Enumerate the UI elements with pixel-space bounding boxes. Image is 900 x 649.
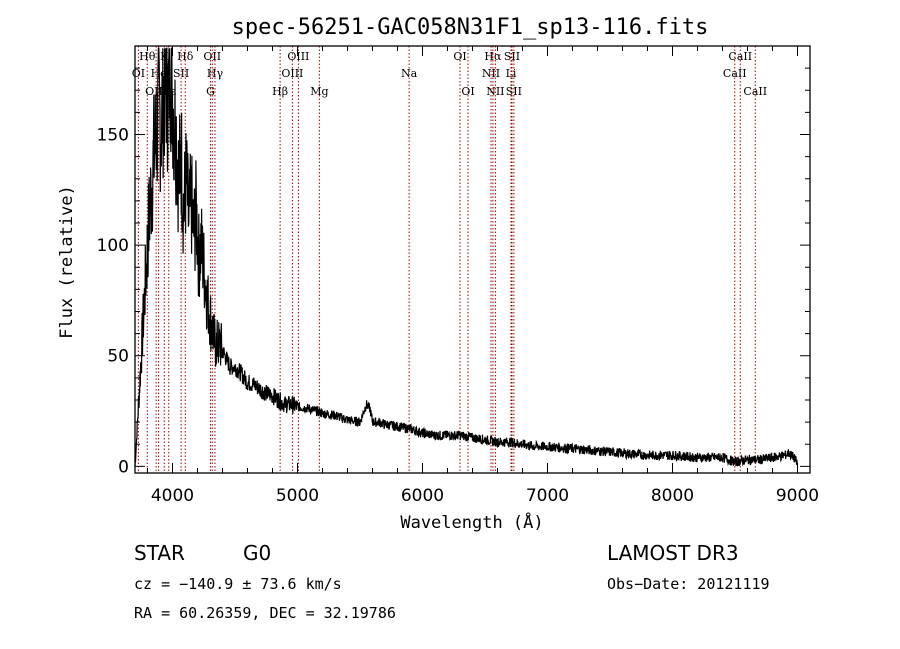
line-marker-label-3: OII [203, 50, 221, 63]
line-marker-label-25: SII [506, 85, 522, 98]
object-class: STAR [134, 541, 185, 565]
spectrum-series-line [134, 47, 799, 467]
line-marker-label-5: OI [453, 50, 466, 63]
line-marker-label-4: OIII [287, 50, 309, 63]
line-marker-label-11: SII [173, 67, 189, 80]
line-marker-label-8: CaII [728, 50, 752, 63]
line-marker-label-26: CaII [743, 85, 767, 98]
line-marker-label-6: Hα [484, 50, 502, 63]
line-marker-label-12: Hγ [207, 67, 224, 80]
line-marker-label-16: Li [506, 67, 517, 80]
y-axis-label: Flux (relative) [57, 185, 77, 339]
x-tick-label-2: 6000 [401, 486, 444, 506]
survey-name: LAMOST DR3 [607, 541, 739, 565]
x-tick-label-1: 5000 [276, 486, 319, 506]
line-marker-label-13: OIII [281, 67, 303, 80]
y-tick-label-2: 100 [97, 236, 129, 256]
x-axis-label: Wavelength (Å) [400, 511, 543, 533]
plot-frame [134, 45, 811, 474]
y-tick-label-0: 0 [118, 457, 129, 477]
axis-ticks: 4000 5000 6000 7000 8000 9000 0 50 100 150 [97, 46, 819, 506]
line-marker-label-21: Hβ [272, 85, 288, 98]
sky-coordinates: RA = 60.26359, DEC = 32.19786 [134, 604, 396, 622]
line-marker-label-14: Na [401, 67, 418, 80]
line-marker-label-23: OI [461, 85, 474, 98]
line-marker-label-9: OI [132, 67, 145, 80]
line-marker-label-7: SII [504, 50, 520, 63]
line-marker-label-15: NII [482, 67, 500, 80]
spectral-subclass: G0 [243, 541, 272, 565]
x-tick-label-0: 4000 [151, 486, 194, 506]
line-marker-label-20: G [206, 85, 215, 98]
line-marker-label-24: NII [486, 85, 504, 98]
x-tick-label-3: 7000 [526, 486, 569, 506]
chart-title: spec-56251-GAC058N31F1_sp13-116.fits [232, 15, 709, 40]
line-marker-label-2: Hδ [177, 50, 194, 63]
y-tick-label-3: 150 [97, 125, 129, 145]
line-marker-label-17: CaII [723, 67, 747, 80]
observation-date: Obs−Date: 20121119 [607, 575, 770, 593]
y-tick-label-1: 50 [107, 347, 129, 367]
line-marker-label-22: Mg [310, 85, 328, 98]
line-marker-label-0: Hθ [139, 50, 156, 63]
redshift-velocity: cz = −140.9 ± 73.6 km/s [134, 575, 342, 593]
x-tick-label-4: 8000 [651, 486, 694, 506]
x-tick-label-5: 9000 [776, 486, 819, 506]
